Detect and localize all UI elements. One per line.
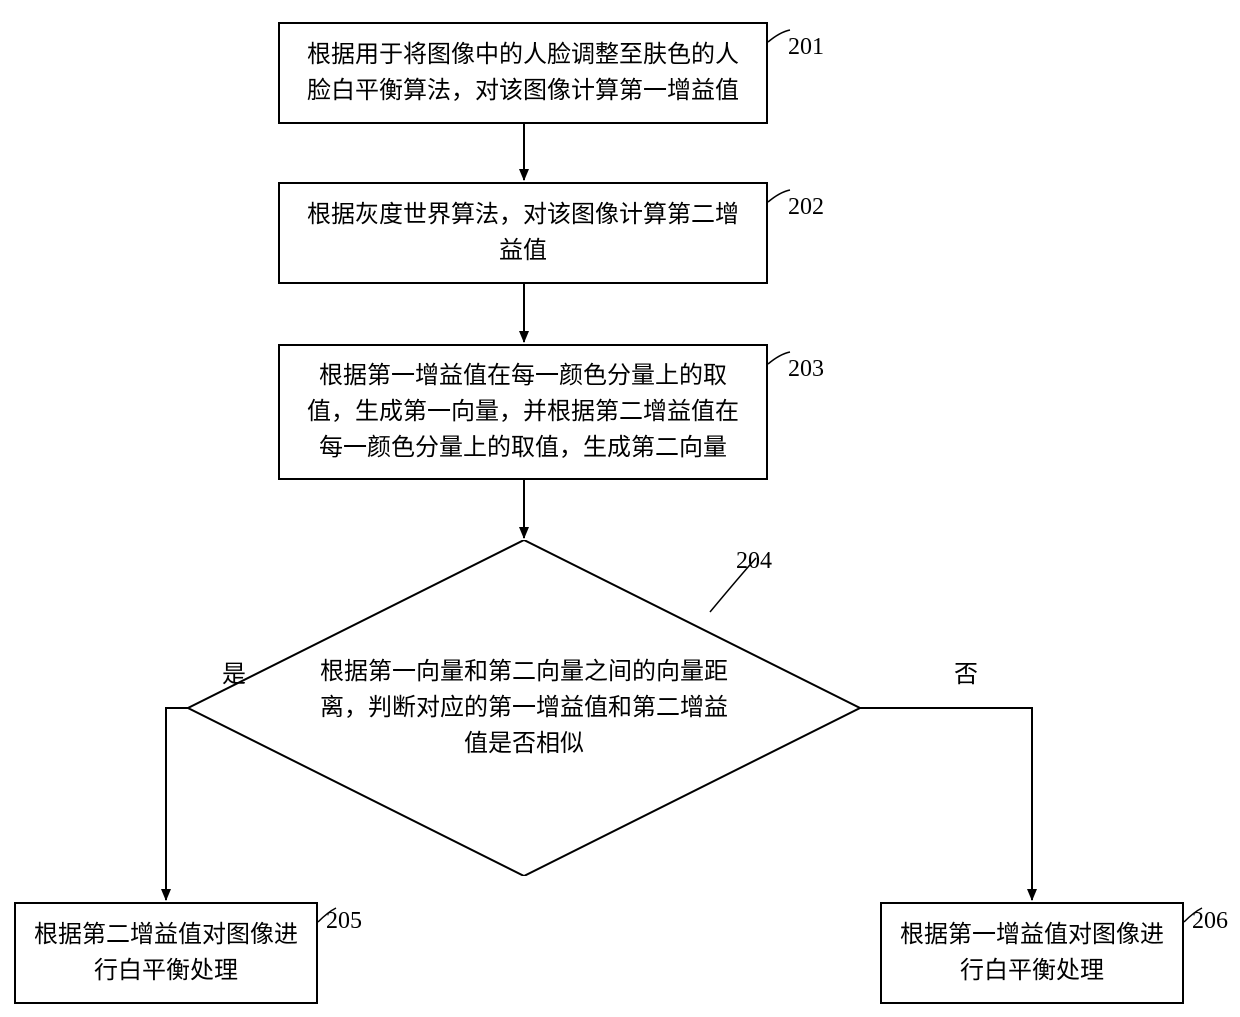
node-201: 根据用于将图像中的人脸调整至肤色的人脸白平衡算法，对该图像计算第一增益值 bbox=[278, 22, 768, 124]
edge-label-no: 否 bbox=[954, 654, 978, 689]
node-203-text: 根据第一增益值在每一颜色分量上的取值，生成第一向量，并根据第二增益值在每一颜色分… bbox=[296, 358, 750, 466]
edge-label-yes: 是 bbox=[222, 654, 246, 689]
node-204: 根据第一向量和第二向量之间的向量距离，判断对应的第一增益值和第二增益值是否相似 bbox=[188, 540, 860, 876]
ref-202: 202 bbox=[788, 194, 824, 221]
node-202-text: 根据灰度世界算法，对该图像计算第二增益值 bbox=[296, 197, 750, 269]
node-201-text: 根据用于将图像中的人脸调整至肤色的人脸白平衡算法，对该图像计算第一增益值 bbox=[296, 37, 750, 109]
node-205-text: 根据第二增益值对图像进行白平衡处理 bbox=[32, 917, 300, 989]
ref-205: 205 bbox=[326, 908, 362, 935]
node-202: 根据灰度世界算法，对该图像计算第二增益值 bbox=[278, 182, 768, 284]
ref-201: 201 bbox=[788, 34, 824, 61]
ref-204: 204 bbox=[736, 548, 772, 575]
ref-203: 203 bbox=[788, 356, 824, 383]
node-206-text: 根据第一增益值对图像进行白平衡处理 bbox=[898, 917, 1166, 989]
node-205: 根据第二增益值对图像进行白平衡处理 bbox=[14, 902, 318, 1004]
node-204-text: 根据第一向量和第二向量之间的向量距离，判断对应的第一增益值和第二增益值是否相似 bbox=[314, 654, 734, 762]
ref-206: 206 bbox=[1192, 908, 1228, 935]
node-203: 根据第一增益值在每一颜色分量上的取值，生成第一向量，并根据第二增益值在每一颜色分… bbox=[278, 344, 768, 480]
flowchart-canvas: 根据用于将图像中的人脸调整至肤色的人脸白平衡算法，对该图像计算第一增益值 201… bbox=[0, 0, 1240, 1017]
node-206: 根据第一增益值对图像进行白平衡处理 bbox=[880, 902, 1184, 1004]
